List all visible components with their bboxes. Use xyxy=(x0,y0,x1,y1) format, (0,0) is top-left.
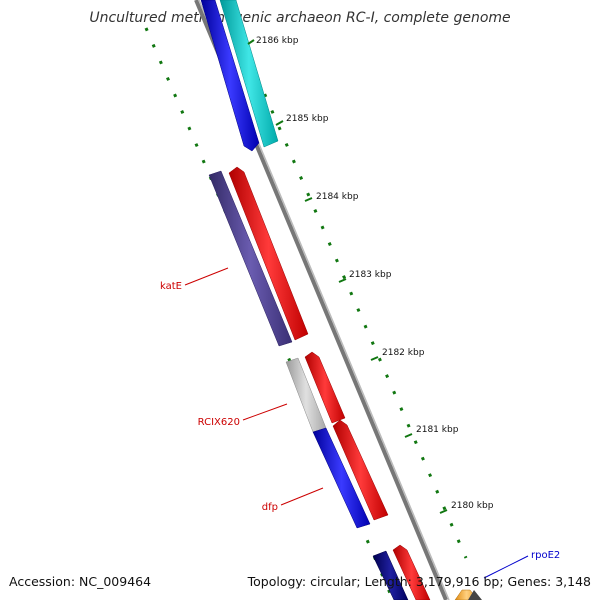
tick-mark xyxy=(247,39,255,45)
purple-feature-katE xyxy=(208,170,293,347)
gene-name: RCIX620 xyxy=(198,417,240,428)
leader-line xyxy=(184,267,229,286)
map-title: Uncultured methanogenic archaeon RC-I, c… xyxy=(89,10,511,26)
red-feature-katE xyxy=(228,166,309,341)
tick-label: 2180 kbp xyxy=(451,501,494,511)
tick-mark xyxy=(338,278,347,283)
blue-feature-top xyxy=(200,0,260,152)
gene-label-RCIX620[interactable]: RCIX620 xyxy=(198,403,288,428)
cyan-feature-top xyxy=(219,0,279,148)
dark-feature-bottom xyxy=(468,590,482,600)
tick-label: 2182 kbp xyxy=(382,348,425,358)
gene-label-rpoE2[interactable]: rpoE2 xyxy=(483,550,560,579)
tick-2181: 2181 kbp xyxy=(404,425,459,438)
tick-2185: 2185 kbp xyxy=(275,114,329,126)
genome-summary-text: Topology: circular; Length: 3,179,916 bp… xyxy=(247,574,591,589)
tick-mark xyxy=(404,433,413,438)
tick-label: 2185 kbp xyxy=(286,114,329,124)
red-feature-dfp xyxy=(332,419,389,521)
tick-label: 2186 kbp xyxy=(256,36,299,46)
red-feature-bottom xyxy=(392,544,431,600)
gene-label-katE[interactable]: katE xyxy=(160,267,229,292)
red-feature-RCIX620 xyxy=(304,351,346,424)
outer-dotted-ring xyxy=(234,27,468,559)
leader-line xyxy=(483,555,529,579)
tick-label: 2184 kbp xyxy=(316,192,359,202)
gene-name: dfp xyxy=(262,502,278,513)
gene-label-dfp[interactable]: dfp xyxy=(262,487,324,513)
tick-mark xyxy=(304,197,313,202)
blue-feature-dfp xyxy=(312,427,371,529)
tick-2183: 2183 kbp xyxy=(338,270,392,283)
leader-line xyxy=(242,403,288,421)
leader-line xyxy=(280,487,324,506)
tick-mark xyxy=(439,509,448,514)
tick-label: 2181 kbp xyxy=(416,425,459,435)
gene-name: katE xyxy=(160,281,182,292)
tick-mark xyxy=(370,356,379,361)
accession-text: Accession: NC_009464 xyxy=(9,574,152,589)
navy-feature-bottom xyxy=(372,550,409,600)
tick-2180: 2180 kbp xyxy=(439,501,494,514)
tick-2184: 2184 kbp xyxy=(304,192,359,202)
gene-name: rpoE2 xyxy=(531,550,560,561)
tick-2182: 2182 kbp xyxy=(370,348,425,361)
tick-label: 2183 kbp xyxy=(349,270,392,280)
tick-2186: 2186 kbp xyxy=(247,36,299,46)
tick-mark xyxy=(275,120,284,126)
